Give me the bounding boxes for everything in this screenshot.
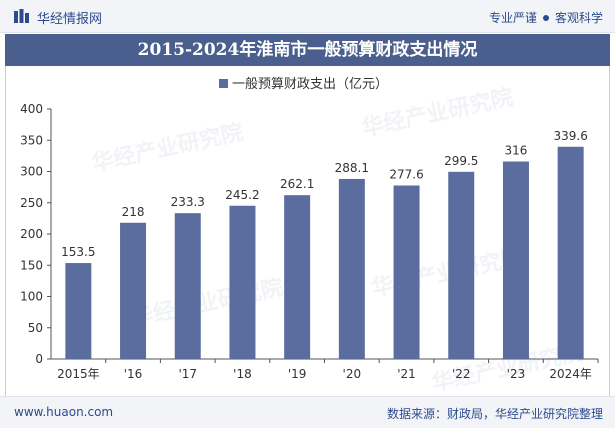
bar[interactable]: [174, 213, 201, 359]
bar[interactable]: [229, 205, 256, 359]
y-tick-label: 200: [20, 227, 43, 241]
data-label: 245.2: [225, 188, 259, 202]
bar[interactable]: [120, 222, 147, 359]
bar-chart: 一般预算财政支出（亿元） 0 50 100 150 200 250 300 350 400 153.…: [20, 76, 599, 381]
data-label: 218: [122, 205, 145, 219]
y-tick-label: 0: [35, 352, 43, 366]
tagline: 专业严谨 客观科学: [489, 9, 603, 26]
bar[interactable]: [393, 185, 420, 360]
chart-title: 2015-2024年淮南市一般预算财政支出情况: [5, 34, 610, 66]
bar[interactable]: [502, 161, 529, 360]
bar[interactable]: [338, 178, 365, 359]
bar[interactable]: [557, 146, 584, 359]
data-label: 339.6: [553, 129, 587, 143]
y-tick-label: 300: [20, 165, 43, 179]
y-tick-label: 100: [20, 290, 43, 304]
tagline-left: 专业严谨: [488, 11, 537, 25]
x-tick-label: '19: [288, 367, 307, 381]
x-tick-label: '16: [124, 367, 143, 381]
x-tick-label: '17: [178, 367, 197, 381]
x-tick-label: '20: [343, 367, 362, 381]
footer-bar: www.huaon.com 数据来源：财政局，华经产业研究院整理: [0, 396, 615, 428]
x-tick-label: 2024年: [549, 367, 592, 381]
data-label: 316: [504, 144, 527, 158]
x-tick-label: 2015年: [57, 367, 100, 381]
data-label: 277.6: [389, 168, 423, 182]
data-label: 153.5: [61, 245, 95, 259]
header-bar: 华经情报网 专业严谨 客观科学: [0, 0, 615, 33]
tagline-right: 客观科学: [554, 11, 603, 25]
chart-frame: [5, 66, 610, 396]
logo-icon: [14, 9, 29, 23]
y-tick-label: 350: [20, 133, 43, 147]
dot-separator-icon: [542, 15, 549, 21]
bar[interactable]: [448, 171, 475, 359]
legend-swatch: [219, 79, 228, 88]
data-label: 288.1: [335, 161, 369, 175]
bar[interactable]: [65, 263, 92, 359]
brand-name: 华经情报网: [37, 12, 103, 27]
y-tick-label: 400: [20, 102, 43, 116]
x-tick-label: '18: [233, 367, 252, 381]
data-label: 262.1: [280, 177, 314, 191]
x-tick-label: '21: [397, 367, 416, 381]
y-tick-label: 250: [20, 196, 43, 210]
x-tick-label: '23: [507, 367, 526, 381]
data-label: 233.3: [171, 195, 205, 209]
y-tick-label: 150: [20, 258, 43, 272]
bar[interactable]: [284, 195, 311, 359]
data-label: 299.5: [444, 154, 478, 168]
y-tick-label: 50: [28, 321, 43, 335]
data-source: 数据来源：财政局，华经产业研究院整理: [386, 407, 603, 421]
x-tick-label: '22: [452, 367, 471, 381]
footer-url[interactable]: www.huaon.com: [14, 405, 114, 419]
legend-label: 一般预算财政支出（亿元）: [232, 76, 388, 92]
